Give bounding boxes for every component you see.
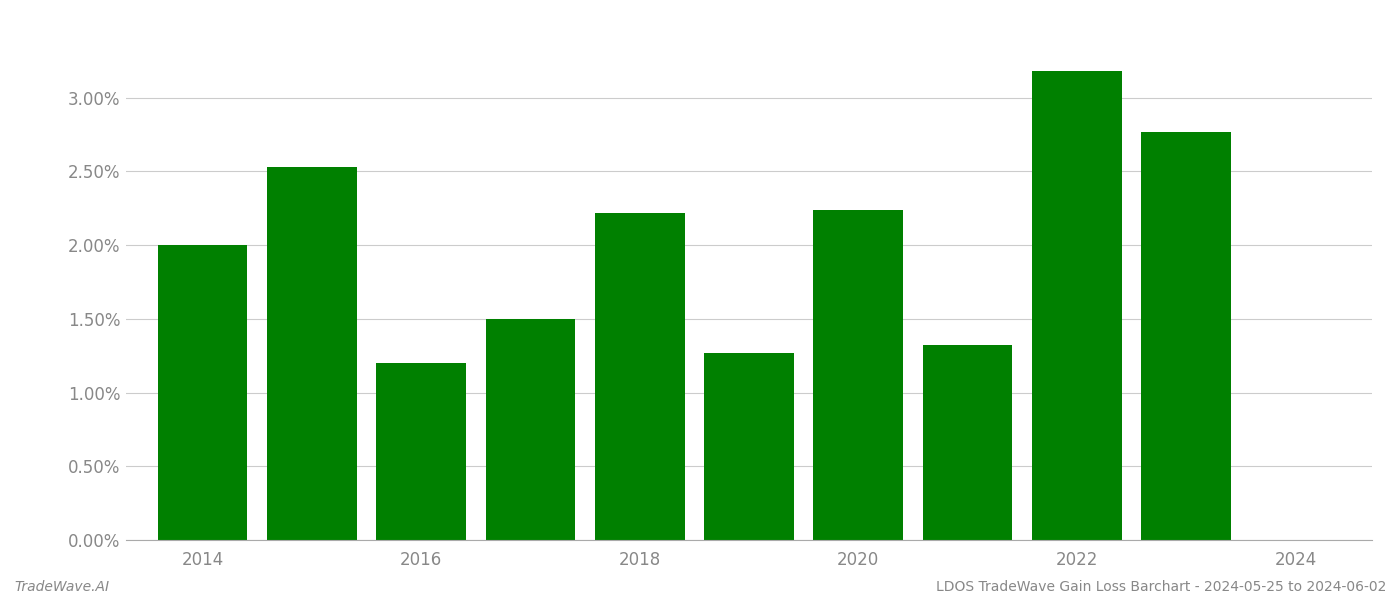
Text: LDOS TradeWave Gain Loss Barchart - 2024-05-25 to 2024-06-02: LDOS TradeWave Gain Loss Barchart - 2024… (935, 580, 1386, 594)
Bar (377, 363, 466, 540)
Bar (923, 346, 1012, 540)
Bar (1032, 71, 1121, 540)
Bar (595, 213, 685, 540)
Bar (704, 353, 794, 540)
Bar (158, 245, 248, 540)
Bar (486, 319, 575, 540)
Bar (1141, 131, 1231, 540)
Bar (267, 167, 357, 540)
Text: TradeWave.AI: TradeWave.AI (14, 580, 109, 594)
Bar (813, 210, 903, 540)
